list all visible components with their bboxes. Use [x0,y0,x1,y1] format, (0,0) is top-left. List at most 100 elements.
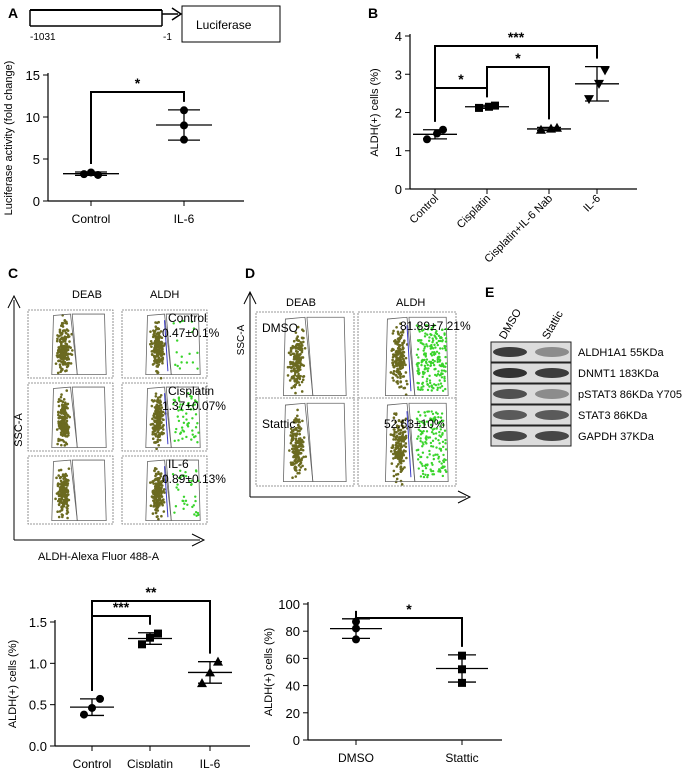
flow-c-deab-2-frame [27,455,114,525]
x-tick-label: Cisplatin [455,193,493,231]
flow-c-aldh-2-event [159,480,163,483]
flow-c-aldh-2-positive-event [182,507,185,511]
y-axis-label: Luciferase activity (fold change) [3,61,15,216]
flow-c-aldh-1-positive-event [197,431,200,434]
flow-c-aldh-0-event [154,336,158,340]
flow-c-aldh-1-positive-event [194,426,198,429]
flow-d-deab-1-event [291,432,295,436]
data-point [352,635,360,644]
flow-d-aldh-1-event [389,433,393,436]
flow-d-deab-0-event [301,344,304,347]
data-point [94,170,102,179]
flow-d-aldh-1-positive-event [432,419,435,422]
flow-c-x-arrow-icon [191,533,206,547]
flow-d-aldh-0-positive-event [431,337,434,340]
y-tick-label: 20 [286,706,300,721]
flow-c-aldh-1-positive-event [191,429,194,432]
wb-band [493,347,527,357]
flow-d-aldh-0-positive-event [435,374,438,377]
flow-c-aldh-2-positive-event [197,513,200,517]
flow-d-aldh-0-event [397,351,401,355]
flow-d-aldh-0-positive-event [421,360,424,363]
flow-c-aldh-1-event [158,438,162,442]
flow-c-aldh-0-positive-event [196,367,199,370]
flow-c-deab-2-event [67,467,71,470]
flow-c-aldh-1-event [161,428,165,431]
flow-c-aldh-0-event [160,342,163,346]
flow-c-deab-2-event [65,506,68,509]
flow-d-aldh-1-positive-event [438,442,441,445]
flow-c-aldh-1-positive-event [176,415,179,418]
flow-c-deab-1-gate-neg [51,386,78,448]
flow-d-aldh-0-positive-event [426,388,430,392]
flow-d-deab-1-event [292,451,296,454]
flow-c-aldh-0-event [158,360,161,364]
flow-d-aldh-1-positive-event [423,423,426,426]
flow-d-aldh-1-positive-event [438,434,441,437]
flow-c-deab-2-event [60,492,63,495]
flow-d-aldh-0-positive-event [427,339,431,343]
flow-c-aldh-0-positive-event [191,330,194,334]
flow-d-deab-0-event [287,351,291,355]
flow-c-aldh-2-event [151,512,155,515]
flow-d-aldh-1-event [398,444,402,447]
flow-d-deab-1-event [289,461,293,464]
flow-d-aldh-0-event [397,332,400,335]
flow-c-aldh-2-event [160,514,163,518]
y-tick-label: 100 [278,597,300,612]
flow-c-deab-0-event [60,342,63,346]
flow-d-aldh-1-event [394,446,398,450]
flow-d-aldh-0-positive-event [436,343,440,347]
y-tick-label: 2 [395,106,402,121]
data-point [536,124,546,134]
flow-d-aldh-1-positive-event [444,458,447,462]
flow-d-aldh-0-positive-event [418,330,421,333]
flow-c-deab-2-event [57,474,60,477]
flow-d-aldh-1-positive-event [431,412,435,416]
flow-c-aldh-1-positive-event [173,399,177,402]
flow-d-deab-1-event [297,426,301,429]
flow-d-aldh-1-positive-event [418,424,422,428]
flow-c-aldh-1-event [155,427,158,431]
flow-d-aldh-0-event [394,373,398,377]
data-point [180,135,188,144]
flow-c-aldh-0-event [157,358,160,361]
flow-c-aldh-2-event [156,488,160,491]
flow-d-deab-1-event [288,449,291,452]
flow-d-deab-1-event [289,431,293,434]
flow-d-aldh-1-event [404,445,408,449]
flow-d-row-name: DMSO [262,321,298,335]
luciferase-box [181,5,281,43]
flow-d-aldh-0-event [404,356,408,360]
flow-c-deab-1-event [66,427,70,431]
flow-d-aldh-0-positive-event [429,352,433,356]
wb-band-label: ALDH1A1 55KDa [578,347,664,359]
data-point [491,101,499,110]
flow-d-aldh-0-positive-event [441,389,445,393]
flow-c-aldh-2-event [158,501,162,505]
flow-d-aldh-1-event [394,443,398,447]
flow-d-aldh-1-event [404,442,408,445]
data-point [458,651,466,660]
flow-d-aldh-1-positive-event [434,418,437,421]
flow-d-deab-1-event [293,459,297,462]
x-tick-label: IL-6 [581,193,603,215]
flow-c-aldh-1-event [154,392,158,395]
flow-c-deab-0-event [62,338,65,341]
flow-c-ylabel: SSC-A [13,413,25,447]
flow-c-aldh-1-positive-event [181,415,185,419]
flow-d-aldh-0-positive-event [424,324,428,327]
flow-d-aldh-1-positive-event [423,464,427,468]
flow-c-aldh-0-gate-pos [165,313,201,375]
flow-d-aldh-0-event [395,325,398,329]
flow-d-aldh-0-positive-event [436,388,439,392]
flow-d-aldh-1-event [392,474,396,478]
flow-d-aldh-1-shift-line [406,411,412,478]
flow-d-deab-1-event [294,426,298,430]
flow-c-row-name: Control [168,311,207,325]
flow-d-aldh-1-positive-event [444,442,447,445]
flow-c-aldh-2-shift-line [164,466,169,518]
flow-d-aldh-1-gate-pos [408,402,449,482]
flow-d-aldh-1-positive-event [430,444,433,448]
